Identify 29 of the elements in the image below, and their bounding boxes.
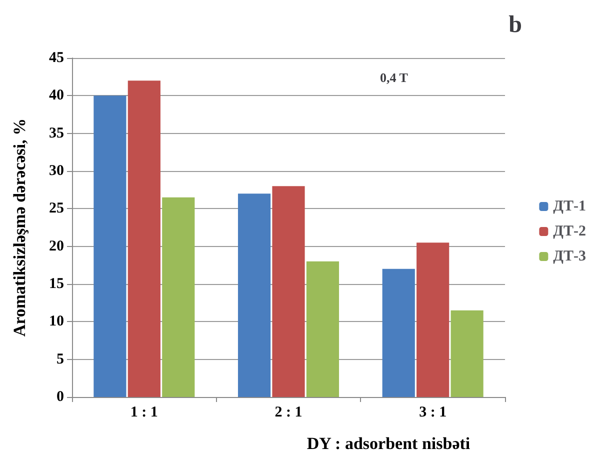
annotation: 0,4 T xyxy=(380,70,408,85)
legend-label: ДТ-3 xyxy=(553,248,586,264)
bar xyxy=(272,186,305,397)
legend-label: ДТ-2 xyxy=(553,224,586,240)
y-tick-label: 35 xyxy=(49,125,64,142)
bar xyxy=(128,80,160,397)
bar xyxy=(416,242,450,397)
bar xyxy=(238,194,271,397)
y-tick-label: 20 xyxy=(49,238,64,254)
bar xyxy=(382,268,415,397)
legend-label: ДТ-1 xyxy=(553,198,586,214)
y-tick-label: 40 xyxy=(49,88,64,104)
y-tick-label: 5 xyxy=(56,351,64,368)
y-tick-label: 0 xyxy=(56,389,64,405)
y-tick-label: 45 xyxy=(49,50,64,66)
x-tick-label: 2 : 1 xyxy=(274,404,302,420)
x-tick-label: 3 : 1 xyxy=(419,404,447,420)
x-axis-title: DY : adsorbent nisbəti xyxy=(306,434,470,453)
bar xyxy=(94,96,126,397)
y-tick-label: 10 xyxy=(49,314,64,330)
x-tick-label: 1 : 1 xyxy=(130,404,158,420)
bar xyxy=(450,310,484,397)
y-tick-label: 30 xyxy=(49,163,64,179)
y-tick-label: 15 xyxy=(49,276,64,292)
bar xyxy=(162,197,195,397)
bar xyxy=(306,261,340,397)
y-axis-title: Aromatiksizləşmə dərəcəsi, % xyxy=(10,118,29,337)
chart-title: b xyxy=(508,12,522,38)
y-tick-label: 25 xyxy=(49,200,64,217)
